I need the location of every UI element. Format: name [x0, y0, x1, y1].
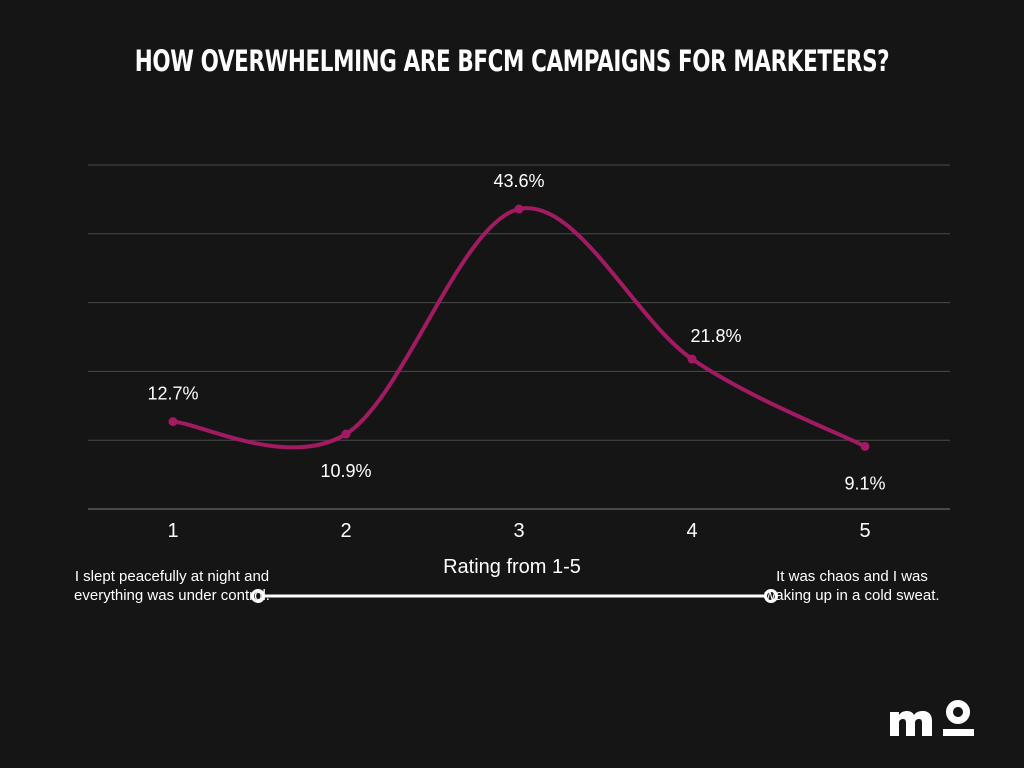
- scale-high-label: It was chaos and I was waking up in a co…: [764, 568, 940, 604]
- series-line: [171, 206, 867, 450]
- x-tick-label: 3: [513, 520, 524, 542]
- x-tick-label: 5: [859, 520, 870, 542]
- scale-slider: [251, 589, 778, 603]
- data-label: 10.9%: [320, 461, 371, 481]
- data-point: [687, 354, 697, 364]
- scale-start-handle: [251, 589, 265, 603]
- data-point: [860, 441, 870, 451]
- gridlines: [88, 164, 950, 510]
- data-labels: 12.7% 10.9% 43.6% 21.8% 9.1%: [147, 171, 885, 493]
- data-point: [168, 417, 178, 427]
- data-points: [168, 204, 870, 451]
- x-tick-label: 2: [340, 520, 351, 542]
- data-point: [341, 429, 351, 439]
- x-tick-label: 4: [686, 520, 697, 542]
- data-label: 21.8%: [690, 326, 741, 346]
- x-axis-title: Rating from 1-5: [443, 556, 581, 578]
- x-axis: 1 2 3 4 5: [167, 520, 870, 542]
- scale-low-label: I slept peacefully at night and everythi…: [74, 568, 270, 604]
- scale-end-handle: [764, 589, 778, 603]
- data-label: 12.7%: [147, 384, 198, 404]
- data-point: [514, 204, 524, 214]
- data-label: 9.1%: [844, 473, 885, 493]
- mo-logo: [890, 700, 974, 736]
- data-label: 43.6%: [493, 171, 544, 191]
- chart-title: HOW OVERWHELMING ARE BFCM CAMPAIGNS FOR …: [134, 44, 890, 78]
- x-tick-label: 1: [167, 520, 178, 542]
